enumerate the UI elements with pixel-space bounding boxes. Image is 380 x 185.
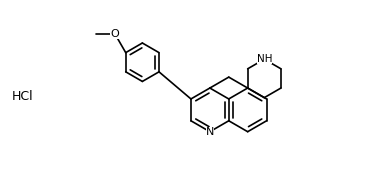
Text: O: O: [111, 29, 119, 39]
Text: HCl: HCl: [11, 90, 33, 103]
Text: N: N: [206, 127, 214, 137]
Text: NH: NH: [256, 54, 272, 64]
